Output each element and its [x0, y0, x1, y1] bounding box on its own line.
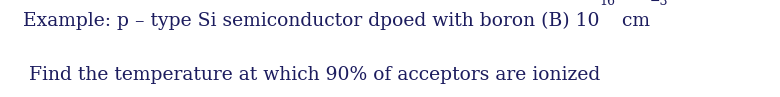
Text: Find the temperature at which 90% of acceptors are ionized: Find the temperature at which 90% of acc…: [23, 66, 601, 84]
Text: cm: cm: [616, 12, 650, 30]
Text: Example: p – type Si semiconductor dpoed with boron (B) 10: Example: p – type Si semiconductor dpoed…: [23, 12, 600, 30]
Text: 16: 16: [600, 0, 616, 8]
Text: −3: −3: [650, 0, 668, 8]
